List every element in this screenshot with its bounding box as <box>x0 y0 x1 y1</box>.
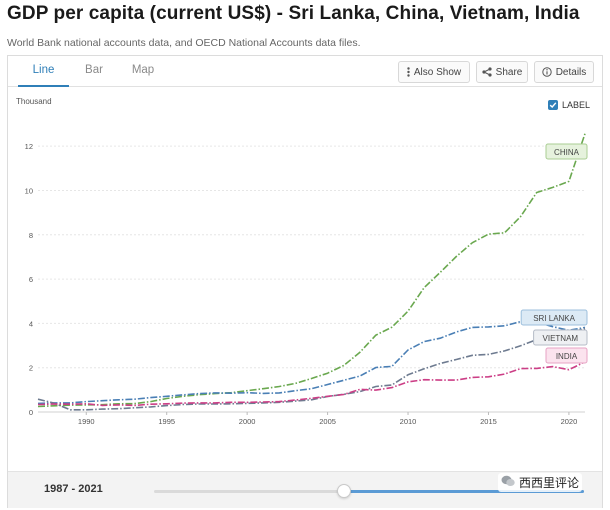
more-vertical-icon <box>407 67 410 77</box>
range-slider-track[interactable] <box>154 484 584 498</box>
tab-map[interactable]: Map <box>131 64 155 76</box>
page-title: GDP per capita (current US$) - Sri Lanka… <box>7 3 580 24</box>
range-slider-fill <box>346 490 584 493</box>
details-label: Details <box>555 66 587 78</box>
range-slider-handle[interactable] <box>337 484 351 498</box>
wechat-icon <box>501 475 515 490</box>
also-show-label: Also Show <box>413 66 462 78</box>
label-checkbox[interactable] <box>548 100 558 110</box>
share-label: Share <box>495 66 523 78</box>
view-tabs: Line Bar Map Also Show Share Details <box>8 56 602 87</box>
info-icon <box>542 67 552 77</box>
label-toggle-text: LABEL <box>562 100 591 110</box>
also-show-button[interactable]: Also Show <box>398 61 470 83</box>
share-button[interactable]: Share <box>476 61 528 83</box>
y-axis-unit-label: Thousand <box>16 97 52 106</box>
page-subtitle: World Bank national accounts data, and O… <box>7 37 361 49</box>
details-button[interactable]: Details <box>534 61 594 83</box>
tab-bar[interactable]: Bar <box>85 64 103 76</box>
label-toggle[interactable]: LABEL <box>548 100 590 110</box>
watermark-text: 西西里评论 <box>519 476 580 490</box>
share-icon <box>482 67 492 77</box>
tab-line[interactable]: Line <box>18 56 69 87</box>
chart-panel: Line Bar Map Also Show Share Details Tho… <box>7 55 603 508</box>
watermark: 西西里评论 <box>498 473 583 492</box>
range-label: 1987 - 2021 <box>44 483 103 495</box>
